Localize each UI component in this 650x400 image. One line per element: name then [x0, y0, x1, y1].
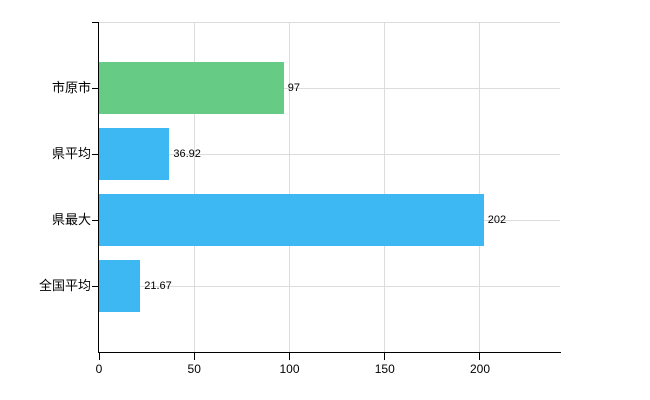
category-label: 県平均	[51, 146, 91, 161]
category-label: 市原市	[51, 80, 91, 95]
x-axis-tick-label: 50	[187, 362, 201, 376]
category-label: 全国平均	[38, 278, 91, 293]
y-axis-tick	[92, 220, 99, 221]
vertical-gridline	[193, 22, 195, 352]
y-axis-tick	[92, 286, 99, 287]
plot-area: 97 36.92 202 21.67	[99, 22, 560, 352]
bar-県平均	[99, 128, 170, 180]
bar-value-label: 36.92	[173, 148, 201, 160]
x-axis-tick	[98, 353, 100, 360]
bar-value-label: 97	[287, 82, 301, 94]
x-axis-tick	[193, 353, 195, 360]
horizontal-gridline	[99, 285, 560, 287]
x-axis-tick-label: 0	[95, 362, 103, 376]
y-axis-tick	[92, 88, 99, 89]
horizontal-gridline	[99, 153, 560, 155]
y-axis-line	[98, 22, 99, 353]
bar-全国平均	[99, 260, 141, 312]
bar-県最大	[99, 194, 484, 246]
vertical-gridline	[479, 22, 481, 352]
vertical-gridline	[288, 22, 290, 352]
category-label: 県最大	[51, 212, 91, 227]
x-axis-tick	[384, 353, 386, 360]
y-axis-tick	[92, 22, 99, 23]
x-axis-tick	[288, 353, 290, 360]
horizontal-gridline	[99, 87, 560, 89]
vertical-gridline	[384, 22, 386, 352]
x-axis-tick	[479, 353, 481, 360]
x-axis-tick-label: 150	[374, 362, 395, 376]
x-axis-line	[98, 352, 561, 353]
x-axis-tick-label: 200	[469, 362, 490, 376]
horizontal-gridline	[99, 22, 560, 23]
x-axis-tick-label: 100	[279, 362, 300, 376]
bar-value-label: 202	[487, 214, 507, 226]
bar-市原市	[99, 62, 284, 114]
y-axis-tick	[92, 154, 99, 155]
bar-value-label: 21.67	[144, 280, 172, 292]
